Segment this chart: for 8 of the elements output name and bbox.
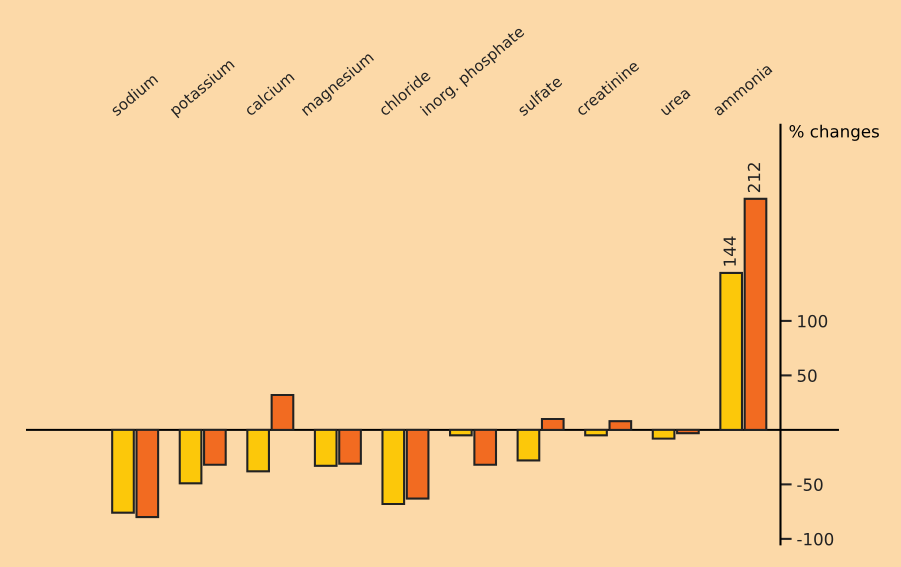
data-label: 144 [724,236,736,266]
x-tick-label: urea [660,88,691,116]
y-axis-title: % changes [790,124,879,141]
y-tick-label: -50 [797,478,823,491]
y-tick-label: 50 [798,369,817,382]
y-tick-label: 100 [798,314,828,328]
y-tick-label: -100 [797,532,834,546]
data-label: 212 [748,163,760,192]
